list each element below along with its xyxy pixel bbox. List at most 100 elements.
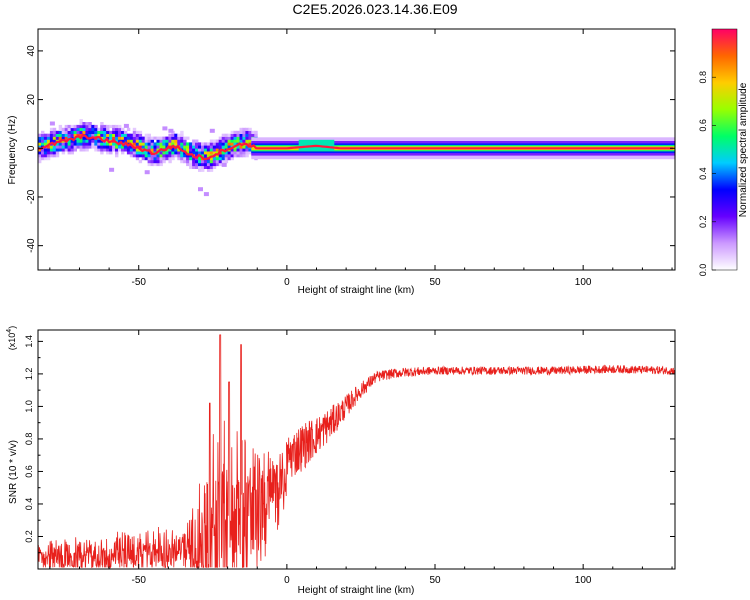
spectrogram-cell (162, 151, 166, 155)
spectrogram-cell (171, 139, 175, 143)
spectrogram-cell (195, 148, 199, 152)
spectrogram-cell (159, 154, 163, 158)
spectrogram-cell (121, 136, 125, 140)
spectrogram-cell (70, 145, 74, 149)
spectrogram-cell (230, 154, 234, 158)
spectrogram-cell (73, 142, 77, 146)
spectrogram-cell (186, 136, 190, 140)
spectrogram-cell (180, 136, 184, 140)
spectrogram-cell (97, 130, 101, 134)
spectrogram-cell (192, 148, 196, 152)
spectrogram-cell (106, 145, 110, 149)
spectrogram-cell (88, 127, 92, 131)
spectrogram-cell (100, 127, 104, 131)
spectrogram-cell (239, 145, 243, 149)
spectrogram-cell (215, 157, 220, 161)
spectrogram-cell (147, 142, 151, 146)
snr-ticks: -50 0 50 100 0.2 0.4 0.6 0.8 1.0 1.2 1.4 (24, 330, 675, 586)
spectrogram-cell (97, 145, 101, 149)
spectrogram-cell (230, 133, 234, 137)
spectrogram-cell (91, 142, 95, 146)
spectrogram-cell (38, 136, 42, 140)
spectrogram-cell (138, 130, 143, 134)
spectrogram-cell (203, 142, 208, 146)
spectrogram-cell (52, 145, 57, 149)
spectrogram-cell (201, 142, 205, 146)
spectrogram-cell (215, 154, 220, 158)
spectrogram-cell (97, 142, 101, 146)
spectrogram-cell (79, 119, 83, 123)
spectrogram-cell (135, 139, 140, 143)
spectrogram-cell (245, 151, 249, 155)
spectrogram-cell (224, 154, 229, 158)
spectrogram-cell (132, 139, 137, 143)
spectrogram-cell (233, 133, 237, 137)
spectrogram-cell (41, 139, 45, 143)
spectrogram-cell (171, 142, 175, 146)
spectrogram-cell (150, 142, 154, 146)
spectrogram-cell (58, 145, 63, 149)
spectrogram-cell (138, 136, 143, 140)
colorbar-tick-label: 0.0 (698, 264, 708, 277)
spectrogram-cell (141, 154, 146, 158)
spectrogram-cell (162, 145, 166, 149)
spectrogram-cell (58, 136, 63, 140)
spectrogram-cell (132, 133, 137, 137)
spectrogram-cell (245, 148, 249, 152)
colorbar-tick-label: 0.4 (698, 167, 708, 180)
spectrogram-cell (109, 148, 113, 152)
spectrogram-cell (88, 139, 92, 143)
spectrogram-cell (218, 162, 223, 167)
spectrogram-cell (203, 148, 208, 152)
spectrogram-cell (239, 136, 243, 140)
spectrogram-cell (156, 148, 160, 152)
spectrogram-cell (67, 124, 71, 129)
spectrogram-cell (43, 157, 48, 161)
spectrogram-cell (144, 133, 149, 137)
spectrogram-cell (144, 142, 149, 146)
spectrogram-cell (85, 148, 89, 152)
spectrogram-cell (159, 136, 163, 140)
spectrogram-cell (183, 139, 187, 143)
spectrogram-cell (186, 145, 190, 149)
spectrogram-cell (91, 139, 95, 143)
spectrogram-cell (215, 151, 220, 155)
spectrogram-cell (43, 148, 48, 152)
spectrogram-cell (67, 127, 71, 131)
spectrogram-cell (52, 136, 57, 140)
spectrogram-cell (215, 160, 220, 164)
spectrogram-cell (162, 142, 166, 146)
spectrogram-ytick-label: 40 (26, 45, 37, 57)
spectrogram-cell (58, 133, 63, 137)
spectrogram-cell (144, 139, 149, 143)
spectrogram-cell (55, 151, 60, 155)
spectrogram-cell (195, 162, 199, 167)
spectrogram-cell (236, 136, 240, 140)
spectrogram-cell (147, 151, 151, 155)
spectrogram-cell (206, 165, 211, 169)
spectrogram-cell (109, 124, 113, 129)
spectrogram-cell (85, 124, 89, 129)
spectrogram-cell (52, 127, 57, 131)
spectrogram-cell (236, 151, 240, 155)
spectrogram-cell (103, 142, 107, 146)
spectrogram-cell (88, 142, 92, 146)
spectrogram-cell (189, 154, 193, 158)
spectrogram-ylabel: Frequency (Hz) (7, 116, 18, 185)
spectrogram-cell (94, 148, 98, 152)
spectrogram-cell (79, 148, 83, 152)
spectrogram-cell (186, 142, 190, 146)
spectrogram-cell (236, 139, 240, 143)
spectrogram-cell (233, 139, 237, 143)
spectrogram-cell (135, 133, 140, 137)
spectrogram-cell (132, 127, 137, 131)
spectrogram-cell (198, 187, 203, 192)
spectrogram-cell (82, 148, 86, 152)
spectrogram-cell (61, 136, 66, 140)
spectrogram-cell (76, 130, 80, 134)
spectrogram-cell (41, 136, 45, 140)
spectrogram-cell (91, 130, 95, 134)
spectrogram-cell (242, 154, 246, 158)
spectrogram-cell (201, 162, 205, 167)
spectrogram-cell (118, 148, 122, 152)
